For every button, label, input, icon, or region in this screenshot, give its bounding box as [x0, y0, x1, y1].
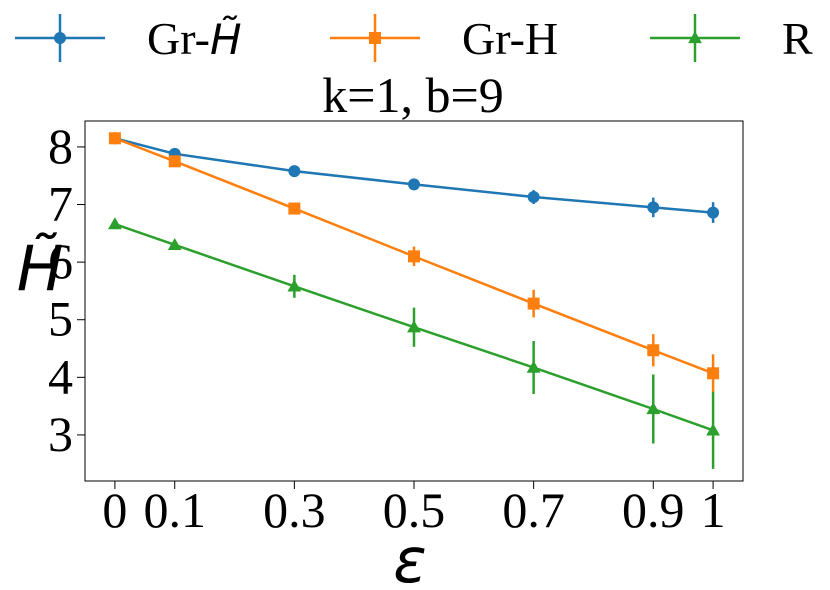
y-tick-label: 4	[48, 348, 73, 404]
data-point	[707, 367, 720, 380]
data-point	[407, 320, 421, 333]
x-tick-label: 0.1	[143, 482, 206, 538]
y-tick-label: 7	[48, 176, 73, 232]
y-tick-label: 8	[48, 118, 73, 174]
legend: Gr-H̃ Gr-H R	[15, 13, 813, 64]
legend-label: R	[782, 13, 813, 64]
data-point	[526, 360, 541, 373]
data-point	[706, 423, 720, 436]
data-point	[167, 237, 182, 251]
legend-entry-1: Gr-H	[330, 13, 558, 64]
data-point	[287, 279, 302, 292]
plot-area-frame	[84, 120, 744, 482]
y-tick-label: 5	[48, 291, 73, 347]
data-point	[288, 165, 301, 178]
y-tick-label: 6	[48, 233, 73, 289]
series-line	[114, 137, 714, 214]
legend-label-prefix: Gr-	[147, 13, 210, 64]
x-tick-label: 0.7	[502, 482, 565, 538]
x-axis-label: ε	[393, 524, 427, 590]
data-point	[707, 206, 720, 219]
x-tick-label: 0.9	[622, 482, 685, 538]
series-layer	[108, 132, 720, 469]
y-tick-label: 3	[48, 406, 73, 462]
data-point	[408, 250, 420, 263]
data-point	[288, 202, 301, 215]
y-axis-label: H̃	[17, 232, 64, 305]
data-point	[646, 402, 661, 415]
data-point	[168, 155, 181, 168]
data-point	[527, 297, 540, 310]
data-point	[647, 201, 660, 214]
data-point	[108, 217, 122, 230]
data-point	[527, 191, 540, 204]
series-1	[108, 132, 720, 393]
chart-title: k=1, b=9	[322, 67, 503, 123]
legend-label-symbol: H̃	[210, 14, 242, 64]
legend-entry-2: R	[650, 13, 813, 64]
legend-entry-0: Gr-H̃	[15, 13, 242, 64]
legend-marker	[688, 31, 702, 44]
legend-label: Gr-H	[462, 13, 558, 64]
legend-marker	[369, 32, 381, 44]
legend-label: Gr-H̃	[147, 13, 242, 64]
data-point	[408, 178, 420, 191]
x-tick-label: 1	[701, 482, 726, 538]
x-tick-label: 0.5	[383, 482, 446, 538]
series-0	[108, 132, 720, 223]
x-axis: 0 0.1 0.3 0.5 0.7 0.9 1	[102, 481, 726, 538]
series-2	[108, 217, 720, 469]
x-tick-label: 0	[102, 482, 127, 538]
data-point	[647, 344, 660, 357]
data-point	[108, 132, 121, 145]
legend-marker	[54, 32, 66, 44]
x-tick-label: 0.3	[263, 482, 326, 538]
